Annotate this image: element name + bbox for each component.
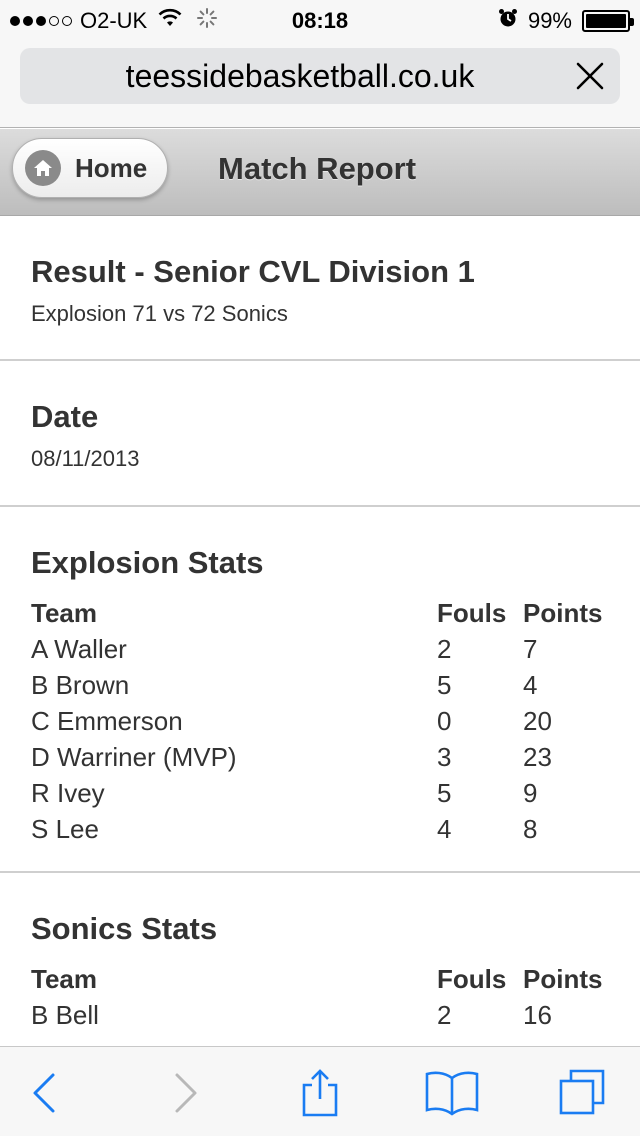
player-name: C Emmerson (31, 706, 183, 736)
home-button-label: Home (75, 152, 148, 183)
player-name: A Waller (31, 634, 127, 664)
table-header-row: Team Fouls Points (31, 961, 609, 997)
sonics-stats-table: Team Fouls Points B Bell 2 16 (31, 961, 609, 1033)
player-fouls: 5 (437, 778, 452, 808)
player-fouls: 3 (437, 742, 452, 772)
player-points: 23 (523, 742, 552, 772)
wifi-icon (157, 8, 183, 34)
page-header: Home Match Report (0, 129, 640, 216)
player-name: R Ivey (31, 778, 105, 808)
match-report-content: Result - Senior CVL Division 1 Explosion… (0, 216, 640, 1046)
player-points: 4 (523, 670, 538, 700)
player-name: S Lee (31, 814, 99, 844)
address-bar[interactable]: teessidebasketball.co.uk (20, 48, 620, 104)
signal-strength-icon (10, 16, 72, 26)
explosion-stats-title: Explosion Stats (31, 545, 264, 580)
column-header-points: Points (523, 964, 603, 994)
forward-icon[interactable] (162, 1069, 210, 1117)
address-bar-area: teessidebasketball.co.uk (0, 40, 640, 128)
player-name: D Warriner (MVP) (31, 742, 237, 772)
player-name: B Bell (31, 1000, 99, 1030)
date-section: Date 08/11/2013 (0, 361, 640, 507)
column-header-points: Points (523, 598, 603, 628)
result-title: Result - Senior CVL Division 1 (31, 254, 475, 289)
result-score: Explosion 71 vs 72 Sonics (31, 301, 288, 326)
player-name: B Brown (31, 670, 130, 700)
status-left: O2-UK (10, 8, 218, 34)
sonics-stats-section: Sonics Stats Team Fouls Points B Bell 2 … (0, 873, 640, 1046)
table-row: A Waller 2 7 (31, 631, 609, 667)
carrier-name: O2-UK (80, 8, 148, 33)
bookmarks-icon[interactable] (424, 1069, 480, 1117)
table-row: D Warriner (MVP) 3 23 (31, 739, 609, 775)
close-icon[interactable] (572, 58, 608, 94)
table-row: B Bell 2 16 (31, 997, 609, 1033)
url-text[interactable]: teessidebasketball.co.uk (125, 58, 475, 94)
player-points: 20 (523, 706, 552, 736)
back-icon[interactable] (20, 1069, 68, 1117)
player-points: 8 (523, 814, 538, 844)
date-value: 08/11/2013 (31, 446, 140, 471)
table-row: R Ivey 5 9 (31, 775, 609, 811)
player-fouls: 0 (437, 706, 452, 736)
column-header-team: Team (31, 598, 97, 628)
tabs-icon[interactable] (556, 1069, 610, 1117)
alarm-icon (498, 8, 518, 34)
home-icon (25, 150, 61, 186)
date-title: Date (31, 399, 99, 434)
status-right: 99% (498, 8, 634, 34)
player-fouls: 2 (437, 1000, 452, 1030)
player-fouls: 4 (437, 814, 452, 844)
activity-spinner-icon (197, 8, 218, 34)
status-bar: O2-UK 08:18 (0, 0, 640, 40)
table-row: S Lee 4 8 (31, 811, 609, 847)
battery-icon (582, 10, 634, 32)
explosion-stats-section: Explosion Stats Team Fouls Points A Wall… (0, 507, 640, 873)
page-title: Match Report (218, 151, 417, 186)
player-points: 16 (523, 1000, 552, 1030)
column-header-team: Team (31, 964, 97, 994)
battery-percent: 99% (527, 8, 572, 33)
browser-toolbar (0, 1046, 640, 1136)
column-header-fouls: Fouls (437, 964, 507, 994)
column-header-fouls: Fouls (437, 598, 507, 628)
player-points: 9 (523, 778, 538, 808)
result-section: Result - Senior CVL Division 1 Explosion… (0, 216, 640, 361)
table-row: C Emmerson 0 20 (31, 703, 609, 739)
home-button[interactable]: Home (12, 138, 168, 198)
player-fouls: 2 (437, 634, 452, 664)
player-fouls: 5 (437, 670, 452, 700)
explosion-stats-table: Team Fouls Points A Waller 2 7 B Brown 5… (31, 595, 609, 847)
sonics-stats-title: Sonics Stats (31, 911, 218, 946)
table-row: B Brown 5 4 (31, 667, 609, 703)
share-icon[interactable] (296, 1069, 344, 1117)
table-header-row: Team Fouls Points (31, 595, 609, 631)
battery-level (586, 14, 626, 28)
player-points: 7 (523, 634, 538, 664)
